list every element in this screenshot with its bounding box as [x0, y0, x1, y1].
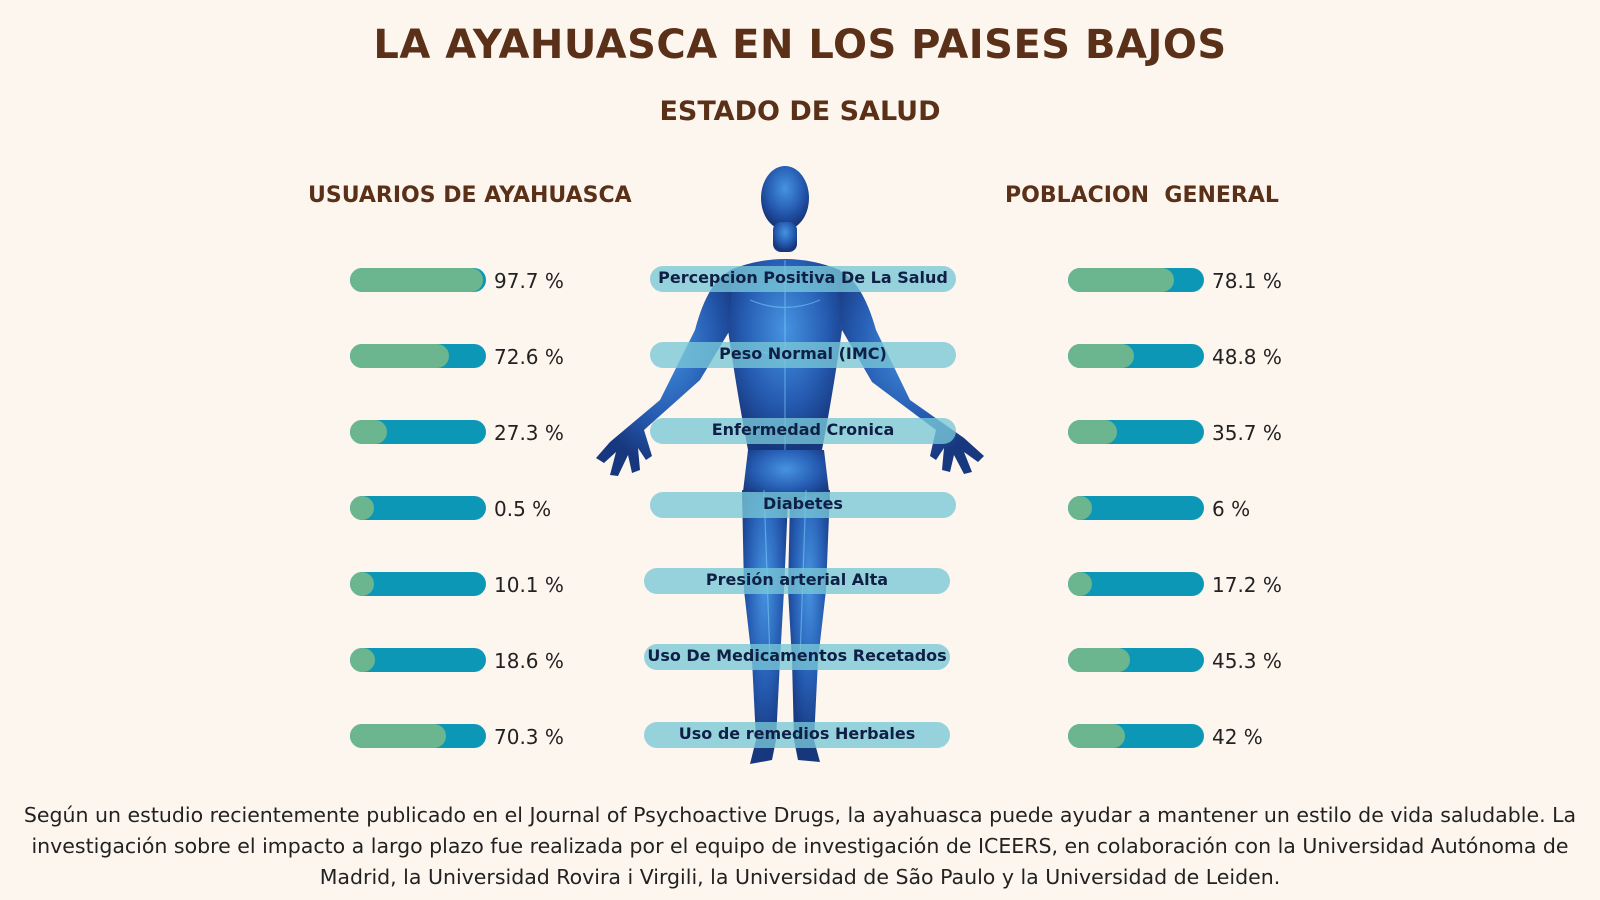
bar-fill-general-3 — [1068, 496, 1092, 520]
value-label-general-0: 78.1 % — [1212, 269, 1282, 293]
bar-ayahuasca-1 — [350, 344, 486, 368]
category-label-6: Uso de remedios Herbales — [644, 722, 950, 748]
bar-ayahuasca-6 — [350, 724, 486, 748]
bar-general-3 — [1068, 496, 1204, 520]
series-header-ayahuasca-users: USUARIOS DE AYAHUASCA — [308, 183, 632, 208]
bar-fill-general-2 — [1068, 420, 1117, 444]
bar-fill-general-0 — [1068, 268, 1175, 292]
bar-fill-ayahuasca-3 — [350, 496, 374, 520]
bar-fill-ayahuasca-4 — [350, 572, 374, 596]
page-subtitle: ESTADO DE SALUD — [659, 96, 941, 127]
value-label-ayahuasca-1: 72.6 % — [494, 345, 564, 369]
value-label-ayahuasca-0: 97.7 % — [494, 269, 564, 293]
category-label-2: Enfermedad Cronica — [650, 418, 956, 444]
bar-ayahuasca-2 — [350, 420, 486, 444]
bar-general-5 — [1068, 648, 1204, 672]
value-label-general-3: 6 % — [1212, 497, 1251, 521]
bar-ayahuasca-3 — [350, 496, 486, 520]
bar-ayahuasca-0 — [350, 268, 486, 292]
category-label-5: Uso De Medicamentos Recetados — [644, 644, 950, 670]
bar-general-1 — [1068, 344, 1204, 368]
value-label-general-4: 17.2 % — [1212, 573, 1282, 597]
value-label-general-2: 35.7 % — [1212, 421, 1282, 445]
category-label-4: Presión arterial Alta — [644, 568, 950, 594]
bar-fill-general-4 — [1068, 572, 1092, 596]
human-body-figure — [596, 166, 984, 764]
bar-ayahuasca-4 — [350, 572, 486, 596]
value-label-ayahuasca-6: 70.3 % — [494, 725, 564, 749]
bar-general-4 — [1068, 572, 1204, 596]
value-label-ayahuasca-5: 18.6 % — [494, 649, 564, 673]
bar-fill-ayahuasca-6 — [350, 724, 446, 748]
bar-fill-ayahuasca-1 — [350, 344, 449, 368]
value-label-ayahuasca-2: 27.3 % — [494, 421, 564, 445]
bar-general-0 — [1068, 268, 1204, 292]
bar-fill-ayahuasca-5 — [350, 648, 376, 672]
value-label-ayahuasca-3: 0.5 % — [494, 497, 552, 521]
bar-fill-general-5 — [1068, 648, 1130, 672]
bar-general-6 — [1068, 724, 1204, 748]
bar-fill-general-6 — [1068, 724, 1126, 748]
page-title: LA AYAHUASCA EN LOS PAISES BAJOS — [373, 22, 1227, 68]
bar-fill-ayahuasca-0 — [350, 268, 483, 292]
value-label-ayahuasca-4: 10.1 % — [494, 573, 564, 597]
value-label-general-6: 42 % — [1212, 725, 1263, 749]
bar-ayahuasca-5 — [350, 648, 486, 672]
category-label-3: Diabetes — [650, 492, 956, 518]
bar-general-2 — [1068, 420, 1204, 444]
bar-fill-ayahuasca-2 — [350, 420, 388, 444]
category-label-1: Peso Normal (IMC) — [650, 342, 956, 368]
category-label-0: Percepcion Positiva De La Salud — [650, 266, 956, 292]
value-label-general-5: 45.3 % — [1212, 649, 1282, 673]
study-note: Según un estudio recientemente publicado… — [23, 803, 1577, 889]
series-header-general-population: POBLACION GENERAL — [1005, 183, 1279, 208]
bar-fill-general-1 — [1068, 344, 1135, 368]
value-label-general-1: 48.8 % — [1212, 345, 1282, 369]
